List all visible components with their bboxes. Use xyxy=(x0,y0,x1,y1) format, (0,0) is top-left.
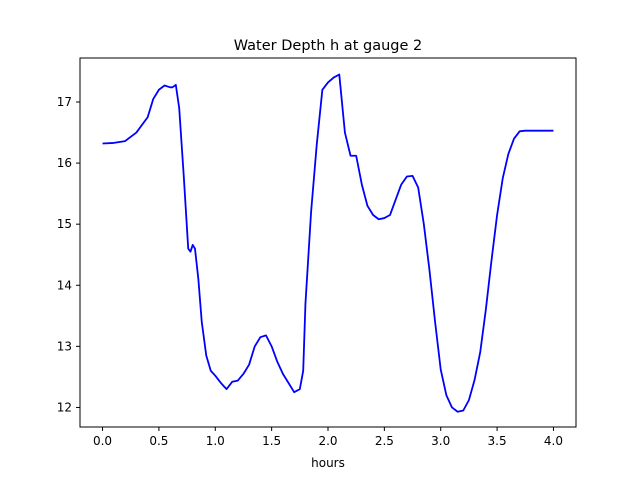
y-tick-label: 12 xyxy=(57,400,72,414)
y-tick-label: 15 xyxy=(57,217,72,231)
plot-area xyxy=(102,73,554,413)
x-axis-ticks: 0.0 0.5 1.0 1.5 2.0 2.5 3.0 3.5 4.0 xyxy=(93,427,563,448)
x-tick-label: 0.0 xyxy=(93,434,112,448)
x-tick-label: 2.5 xyxy=(375,434,394,448)
y-tick-label: 16 xyxy=(57,156,72,170)
x-tick-label: 0.5 xyxy=(149,434,168,448)
axes-frame xyxy=(79,57,577,428)
chart-title: Water Depth h at gauge 2 xyxy=(234,38,422,54)
y-axis-ticks: 12 13 14 15 16 17 xyxy=(57,95,80,414)
y-tick-label: 13 xyxy=(57,339,72,353)
x-tick-label: 2.0 xyxy=(318,434,337,448)
x-tick-label: 4.0 xyxy=(544,434,563,448)
series-line-0 xyxy=(102,73,554,413)
x-tick-label: 1.0 xyxy=(206,434,225,448)
y-tick-label: 14 xyxy=(57,278,72,292)
x-tick-label: 3.0 xyxy=(431,434,450,448)
y-tick-label: 17 xyxy=(57,95,72,109)
x-tick-label: 3.5 xyxy=(488,434,507,448)
x-axis-label: hours xyxy=(311,456,345,470)
x-tick-label: 1.5 xyxy=(262,434,281,448)
